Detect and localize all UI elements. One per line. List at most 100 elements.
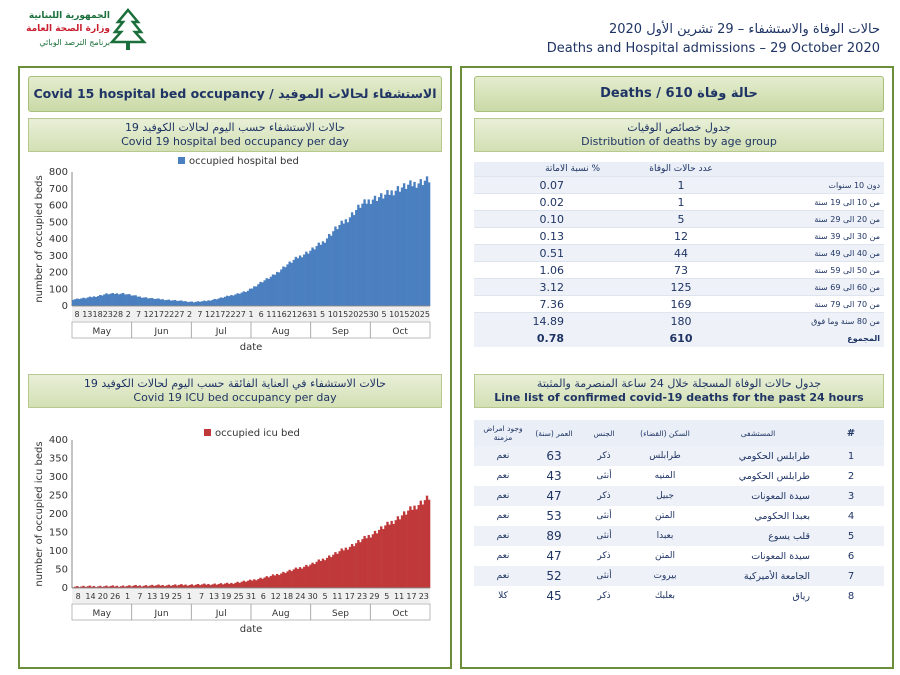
age-row: 14.89 180 من 80 سنة وما فوق [474,312,884,330]
daily-bar [384,194,387,306]
daily-bar [203,583,206,588]
sex-header: الجنس [593,428,615,438]
daily-bar [409,506,412,588]
daily-bar [330,557,333,588]
daily-bar [207,583,210,588]
daily-bar [369,203,373,306]
hospital-header: المستشفى [740,428,776,438]
residence-cell: المتن [654,511,675,521]
daily-bar [236,293,239,306]
daily-bar [215,299,218,306]
daily-bar [263,577,266,588]
daily-bar [117,294,121,306]
daily-bar [373,530,377,588]
line-list-subtitle-en: Line list of confirmed covid-19 deaths f… [494,391,864,404]
chronic-cell: نعم [496,551,510,561]
daily-bar [128,294,131,306]
left-banner: Covid 15 hospital bed occupancy / الاستش… [28,76,442,135]
daily-bar [411,509,414,588]
daily-bar [253,579,256,588]
daily-bar [182,585,185,588]
daily-bar [121,292,125,306]
daily-bar [377,197,381,307]
age-cell: 52 [546,569,562,583]
daily-bar [101,586,104,588]
y-tick-label: 250 [49,491,68,502]
daily-bar [375,200,379,306]
daily-bar [217,298,221,306]
daily-bar [94,296,98,306]
deaths-cell: 1 [677,178,685,192]
daily-bar [221,297,225,306]
y-tick-label: 200 [49,509,68,520]
residence-cell: طرابلس [649,451,681,461]
daily-bar [325,238,329,306]
age-group-cell: من 10 الى 19 سنة [814,197,880,207]
daily-bar [134,584,137,588]
distribution-header-row: نسبة الاماتة % عدد حالات الوفاة [474,162,884,177]
pct-cell: 0.10 [539,212,565,226]
day-tick-label: 18 [283,592,293,601]
daily-bar [149,585,152,588]
chronic-cell: نعم [496,531,510,541]
daily-bar [86,297,89,306]
daily-bar [377,529,381,588]
daily-bar [136,586,139,588]
day-tick-label: 5 [323,592,328,601]
day-tick-label: 17 [154,310,164,319]
daily-bar [153,299,156,306]
day-tick-label: 29 [369,592,379,601]
daily-bar [363,199,366,306]
daily-bar [171,300,175,306]
daily-bar [184,301,187,306]
num-header: # [846,427,856,439]
daily-bar [386,521,389,588]
daily-bar [253,286,256,306]
sex-cell: ذكر [597,591,611,601]
daily-bar [90,586,94,588]
daily-bar [307,253,310,306]
header-title-ar: حالات الوفاة والاستشفاء – 29 تشرين الأول… [608,22,880,37]
daily-bar [342,223,345,306]
death-line-list-table: وجود امراض مزمنة العمر (سنة) الجنس السكن… [474,420,884,606]
day-tick-label: 22 [164,310,174,319]
age-row: 1.06 73 من 50 الى 59 سنة [474,261,884,279]
sex-cell: أنثى [596,471,612,481]
daily-bar [230,582,233,588]
chronic-header: وجود امراض مزمنة [483,424,523,442]
daily-bar [421,185,425,306]
daily-bar [275,573,279,588]
pct-header: نسبة الاماتة % [545,164,600,174]
daily-bar [99,585,102,588]
daily-bar [259,577,262,588]
daily-bar [169,300,173,306]
daily-bar [124,294,127,306]
daily-bar [309,250,312,306]
daily-bar [117,586,121,588]
daily-bar [159,299,162,306]
daily-bar [196,583,200,588]
daily-bar [344,219,348,306]
daily-bar [388,524,391,588]
daily-bar [74,299,77,306]
hospital-cell: سيدة المعونات [751,490,810,502]
residence-cell: بيروت [653,571,677,581]
age-row: 7.36 169 من 70 الى 79 سنة [474,295,884,313]
age-cell: 47 [546,489,562,503]
daily-bar [400,187,404,306]
month-label: Sep [332,609,349,619]
row-number-cell: 7 [847,570,855,582]
daily-bar [317,559,320,588]
daily-bar [176,300,179,306]
day-tick-label: 24 [295,592,305,601]
distribution-subtitle: جدول خصائص الوفيات Distribution of death… [474,118,884,152]
icu-bed-chart: 0 50 100 150 200 250 300 350 400 number of occupi… [34,428,431,635]
y-tick-label: 100 [49,546,68,557]
age-row: 0.13 12 من 30 الى 39 سنة [474,227,884,245]
hospital-chart-subtitle: حالات الاستشفاء حسب اليوم لحالات الكوفيد… [28,118,442,152]
daily-bar [350,212,354,306]
deaths-cell: 169 [670,297,692,311]
daily-bar [246,290,250,306]
age-cell: 53 [546,509,562,523]
day-tick-label: 19 [221,592,231,601]
